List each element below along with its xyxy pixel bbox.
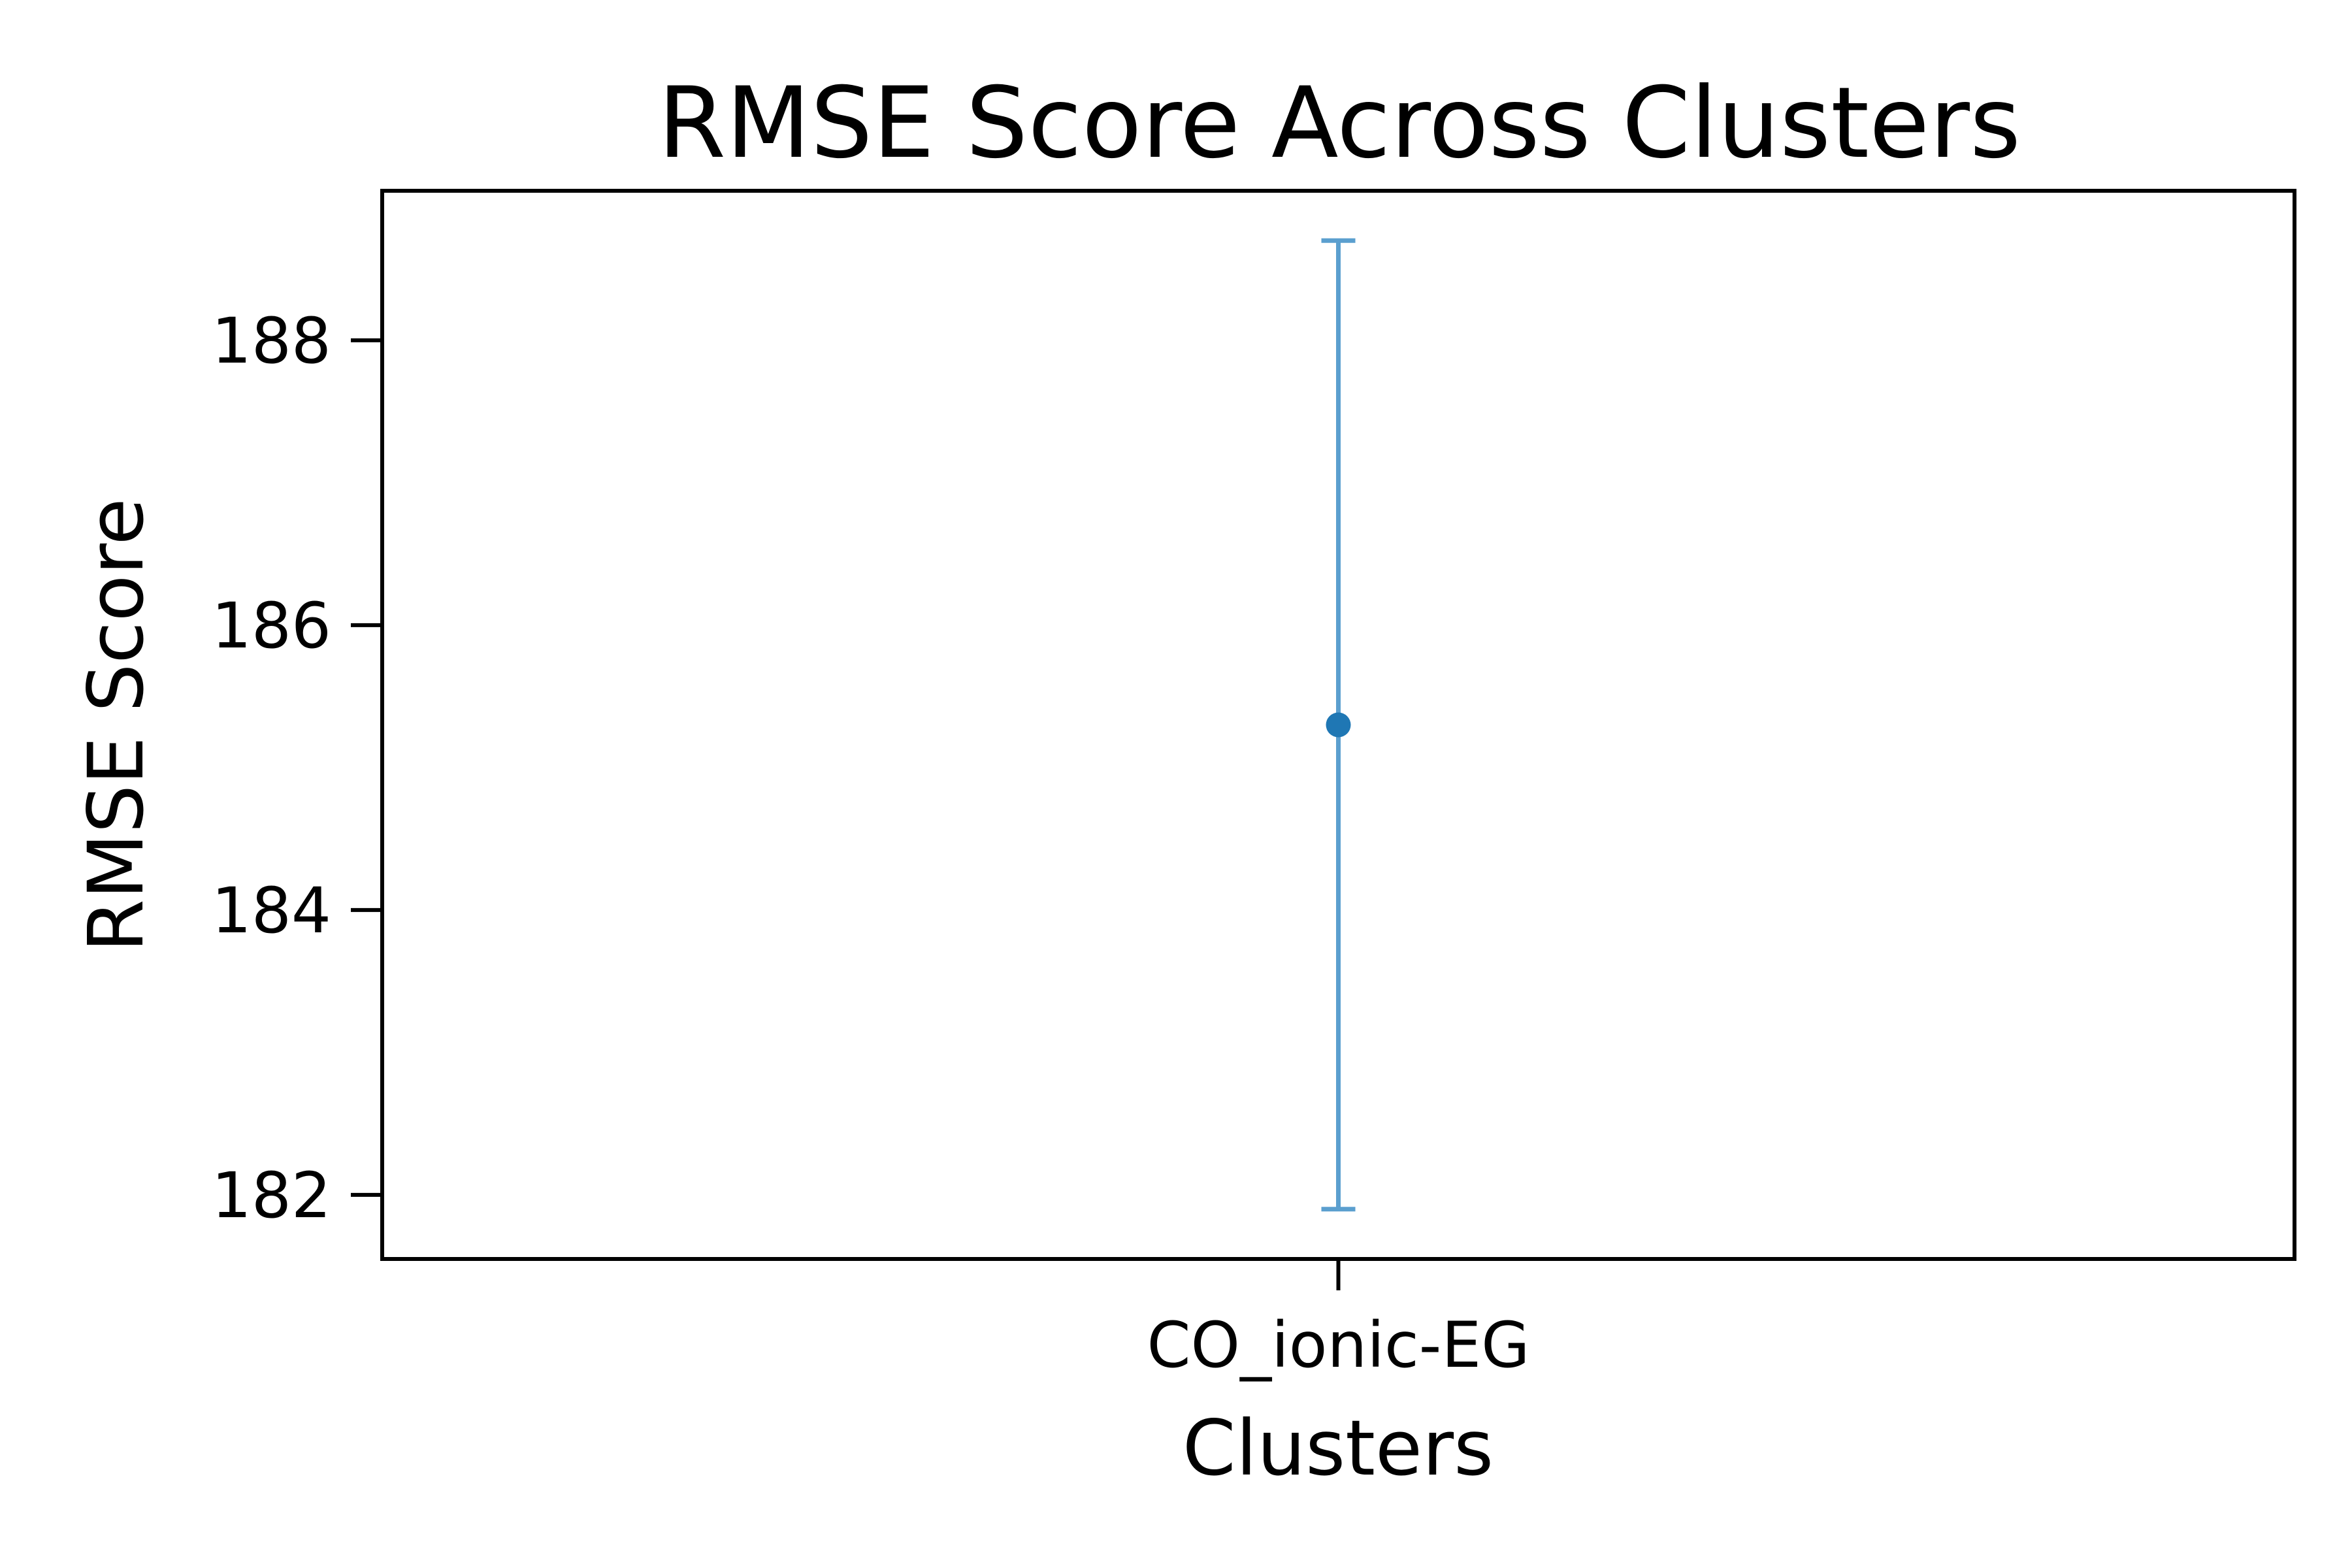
chart-title: RMSE Score Across Clusters <box>658 67 2021 180</box>
y-tick-label: 182 <box>212 1159 331 1232</box>
data-point <box>1326 712 1351 738</box>
y-axis-label: RMSE Score <box>71 498 161 952</box>
x-axis: CO_ionic-EG <box>1147 1259 1530 1382</box>
plot-frame <box>380 189 2296 1261</box>
y-tick-label: 186 <box>212 589 331 662</box>
y-tick-label: 188 <box>212 304 331 378</box>
y-axis: 182 184 186 188 <box>212 304 382 1232</box>
x-tick-label: CO_ionic-EG <box>1147 1309 1530 1382</box>
plot-marks <box>1321 238 1356 1212</box>
x-axis-label: Clusters <box>1183 1403 1494 1493</box>
y-tick-label: 184 <box>212 874 331 947</box>
